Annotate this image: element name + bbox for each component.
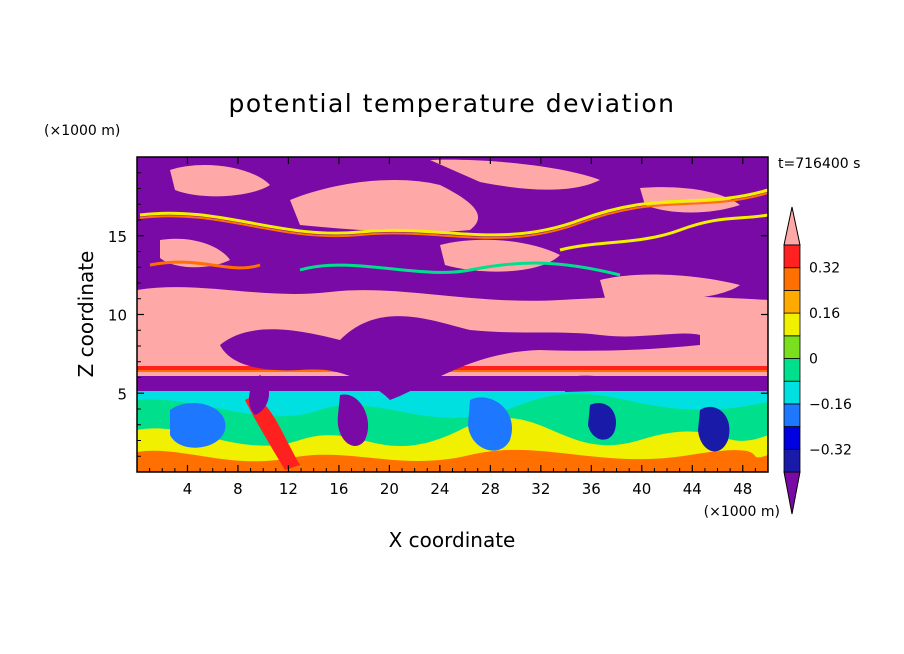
colorbar-tick-label: −0.32 — [809, 442, 852, 458]
colorbar-tick-label: 0.32 — [809, 261, 840, 277]
mid-purple-intrusion — [220, 316, 700, 400]
x-tick-label: 20 — [380, 480, 399, 498]
upper-green-filament — [299, 261, 621, 277]
lower-plume-red — [245, 395, 300, 470]
upper-yellow-filament-2 — [559, 213, 768, 252]
y-axis-label: Z coordinate — [74, 251, 98, 378]
x-tick-label: 32 — [531, 480, 550, 498]
colorbar-swatch — [783, 403, 801, 427]
lower-blob-navy-1 — [588, 402, 616, 440]
upper-pink-island-6 — [160, 238, 230, 268]
time-label: t=716400 s — [778, 156, 860, 172]
x-tick-label: 40 — [632, 480, 651, 498]
colorbar-tick-label: −0.16 — [809, 397, 852, 413]
upper-orange-filament-2 — [149, 260, 261, 270]
colorbar-swatch — [783, 312, 801, 337]
upper-yellow-filament-1 — [139, 188, 768, 237]
colorbar-swatch — [783, 426, 801, 450]
mid-purple-blob-left — [248, 375, 270, 415]
mid-purple-blob-right — [565, 375, 630, 392]
colorbar-swatch — [783, 358, 801, 382]
upper-orange-filament-1 — [139, 192, 768, 239]
colorbar-swatch — [783, 380, 801, 405]
colorbar-swatch — [783, 244, 801, 269]
colorbar-swatch — [783, 267, 801, 291]
x-tick-label: 36 — [582, 480, 601, 498]
x-tick-label: 12 — [279, 480, 298, 498]
colorbar-over-triangle — [783, 206, 801, 246]
upper-pink-island-2 — [290, 180, 479, 233]
x-tick-label: 16 — [329, 480, 348, 498]
x-axis-ticks: 4 8 12 16 20 24 28 32 36 40 44 48 — [149, 157, 756, 498]
y-tick-label: 5 — [117, 385, 127, 403]
upper-pink-island-3 — [430, 159, 600, 190]
y-unit-label: (×1000 m) — [44, 123, 120, 139]
x-unit-label: (×1000 m) — [704, 504, 780, 520]
lower-blob-blue-2 — [468, 397, 512, 451]
colorbar-swatch — [783, 448, 801, 473]
upper-pink-island-1 — [170, 165, 270, 197]
upper-pink-island-7 — [600, 274, 740, 302]
chart-title: potential temperature deviation — [229, 89, 676, 118]
colorbar-tick-label: 0 — [809, 352, 818, 368]
x-tick-label: 44 — [683, 480, 702, 498]
lower-blob-navy-2 — [698, 406, 730, 452]
x-tick-label: 48 — [733, 480, 752, 498]
y-axis-ticks: 5 10 15 — [108, 172, 768, 457]
y-tick-label: 10 — [108, 307, 127, 325]
colorbar: −0.32 −0.16 0 0.16 0.32 — [783, 206, 852, 515]
x-axis-label: X coordinate — [389, 528, 516, 552]
x-tick-label: 8 — [233, 480, 243, 498]
x-tick-label: 4 — [183, 480, 193, 498]
lower-blob-blue-1 — [170, 402, 226, 448]
plot-area — [137, 157, 768, 472]
colorbar-tick-label: 0.16 — [809, 306, 840, 322]
colorbar-under-triangle — [783, 471, 801, 515]
lower-plume-purple — [337, 394, 369, 446]
x-tick-label: 28 — [481, 480, 500, 498]
y-tick-label: 15 — [108, 228, 127, 246]
mid-purple-band — [137, 375, 768, 391]
x-tick-label: 24 — [430, 480, 449, 498]
colorbar-swatch — [783, 335, 801, 359]
colorbar-swatch — [783, 289, 801, 314]
